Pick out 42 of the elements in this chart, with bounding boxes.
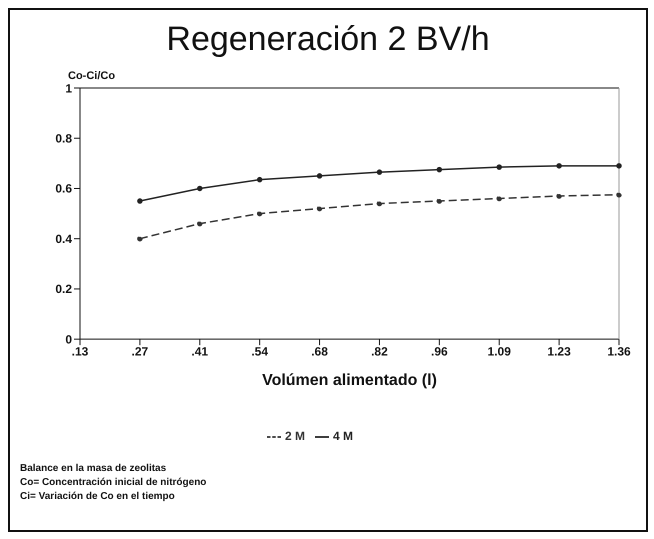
y-tick-label: 0.2 <box>55 282 72 296</box>
point <box>436 166 442 172</box>
point <box>616 192 622 198</box>
point <box>496 196 502 202</box>
legend-label: 4 M <box>333 429 354 444</box>
x-tick-label: .68 <box>311 344 328 359</box>
y-tick-label: 0.8 <box>55 131 72 146</box>
point <box>436 198 442 204</box>
x-tick-label: .96 <box>430 344 448 359</box>
x-tick-label: 1.23 <box>547 344 572 359</box>
point <box>556 193 562 199</box>
text: Ci= Variación de Co en el tiempo <box>20 490 176 504</box>
chart-title: Regeneración 2 BV/h <box>165 20 491 59</box>
point <box>137 198 143 204</box>
y-axis-title: Co-Ci/Co <box>68 70 116 82</box>
y-tick-label: 0.4 <box>55 232 72 246</box>
y-tick-label: 0 <box>65 332 72 346</box>
x-tick-label: .54 <box>251 344 268 359</box>
x-tick-label: .41 <box>191 344 208 359</box>
point <box>316 173 322 179</box>
point <box>197 220 203 226</box>
point <box>197 186 203 192</box>
x-axis-title: Volúmen alimentado (l) <box>262 372 437 390</box>
point <box>496 164 502 170</box>
y-tick-label: 0.6 <box>55 182 72 196</box>
x-tick-label: 1.36 <box>607 344 631 359</box>
y-tick-label: 1 <box>65 81 72 96</box>
text: Balance en la masa de zeolitas <box>20 462 168 476</box>
point <box>376 169 382 175</box>
point <box>616 163 622 169</box>
point <box>256 176 262 182</box>
point <box>556 163 562 169</box>
x-tick-label: .27 <box>132 344 149 359</box>
x-tick-label: .13 <box>72 344 89 359</box>
legend-label: 2 M <box>284 429 305 444</box>
x-tick-label: 1.09 <box>488 344 512 359</box>
point <box>316 206 322 212</box>
point <box>376 200 382 206</box>
point <box>137 236 143 242</box>
x-tick-label: .82 <box>371 344 388 359</box>
text: Co= Concentración inicial de nitrógeno <box>20 476 206 490</box>
point <box>256 210 262 216</box>
